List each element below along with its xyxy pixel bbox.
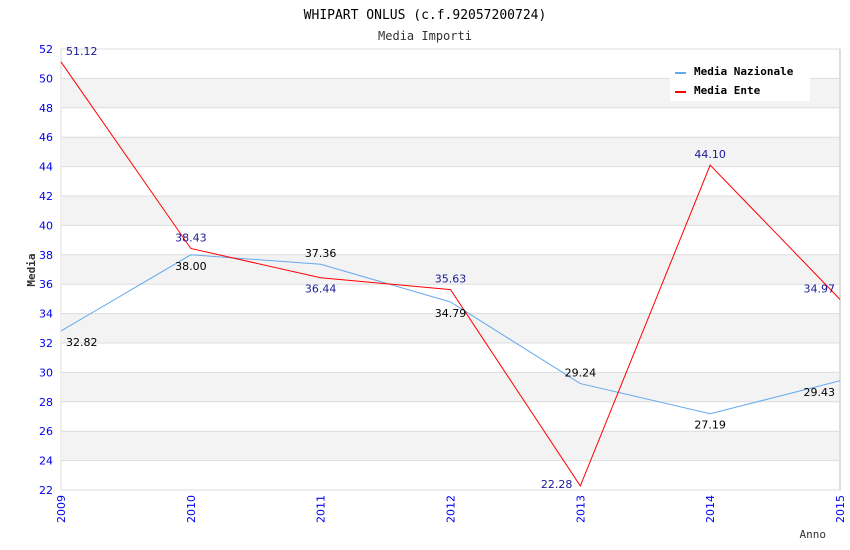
data-label: 51.12: [66, 45, 98, 58]
grid-band: [61, 254, 840, 285]
data-label: 22.28: [541, 478, 573, 491]
grid-band: [61, 137, 840, 167]
x-tick-label: 2011: [315, 495, 328, 523]
y-tick-label: 40: [39, 219, 53, 232]
y-tick-label: 24: [39, 455, 53, 468]
series-line-nazionale: [60, 254, 841, 415]
data-label: 36.44: [305, 283, 337, 296]
x-axis-label: Anno: [800, 528, 827, 541]
series-lines: [60, 61, 841, 487]
y-tick-label: 32: [39, 337, 53, 350]
y-tick-label: 44: [39, 161, 53, 174]
y-tick-label: 50: [39, 72, 53, 85]
data-label: 37.36: [305, 247, 337, 260]
legend-label-nazionale: Media Nazionale: [694, 65, 794, 78]
grid-band: [61, 431, 840, 461]
y-tick-label: 52: [39, 43, 53, 56]
legend-swatch-ente: [675, 91, 686, 93]
grid-band: [61, 372, 840, 402]
series-line-ente: [60, 61, 841, 487]
y-tick-label: 36: [39, 278, 53, 291]
data-labels: 32.82 51.12 38.00 38.43 37.36 36.44 34.79 35.63…: [66, 45, 835, 491]
data-label: 29.43: [804, 386, 836, 399]
x-tick-label: 2010: [185, 495, 198, 523]
data-label: 38.43: [175, 231, 207, 244]
data-label: 34.79: [435, 307, 467, 320]
chart-subtitle: Media Importi: [378, 29, 472, 43]
data-label: 35.63: [435, 273, 467, 286]
x-tick-label: 2015: [834, 495, 847, 523]
x-tick-label: 2013: [574, 495, 587, 523]
y-tick-label: 34: [39, 308, 53, 321]
y-tick-label: 28: [39, 396, 53, 409]
y-tick-label: 48: [39, 102, 53, 115]
y-tick-label: 38: [39, 249, 53, 262]
data-label: 29.24: [565, 367, 597, 380]
x-tick-label: 2012: [445, 495, 458, 523]
legend: Media Nazionale Media Ente: [670, 60, 810, 101]
x-tick-label: 2009: [55, 495, 68, 523]
x-axis: 2009 2010 2011 2012 2013 2014 2015: [55, 495, 847, 523]
y-tick-label: 30: [39, 366, 53, 379]
data-label: 34.97: [804, 282, 836, 295]
chart-title: WHIPART ONLUS (c.f.92057200724): [304, 8, 547, 23]
y-tick-label: 26: [39, 425, 53, 438]
grid-band: [61, 196, 840, 226]
x-tick-label: 2014: [704, 495, 717, 523]
data-label: 27.19: [694, 419, 726, 432]
data-label: 32.82: [66, 336, 98, 349]
legend-swatch-nazionale: [675, 72, 686, 74]
y-tick-label: 46: [39, 131, 53, 144]
grid-band: [61, 313, 840, 343]
data-label: 38.00: [175, 260, 207, 273]
legend-label-ente: Media Ente: [694, 84, 761, 97]
data-label: 44.10: [694, 148, 726, 161]
y-axis-label: Media: [25, 253, 38, 286]
y-tick-label: 22: [39, 484, 53, 497]
y-tick-label: 42: [39, 190, 53, 203]
